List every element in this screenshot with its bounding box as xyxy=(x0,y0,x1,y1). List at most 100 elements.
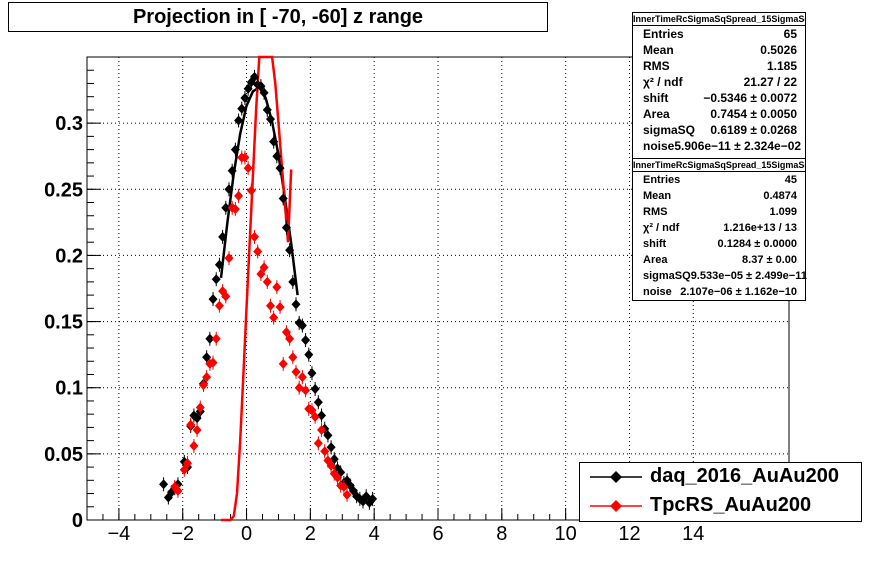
data-point xyxy=(291,299,301,310)
x-tick-label: 2 xyxy=(305,523,316,545)
y-tick-label: 0.25 xyxy=(44,179,83,201)
stats-value: 0.5026 xyxy=(760,43,797,57)
y-tick-label: 0.2 xyxy=(55,245,83,267)
data-point xyxy=(297,320,307,331)
data-point xyxy=(278,193,288,204)
data-point xyxy=(224,184,234,195)
data-point xyxy=(281,327,291,338)
stats-label: RMS xyxy=(643,206,668,218)
data-point xyxy=(307,405,317,416)
legend: daq_2016_AuAu200 TpcRS_AuAu200 xyxy=(579,462,862,522)
data-point xyxy=(339,481,349,492)
data-point xyxy=(281,222,291,233)
data-point xyxy=(323,430,333,441)
data-point xyxy=(234,115,244,126)
stats-row: Mean 0.5026 xyxy=(633,42,805,58)
stats-row: Entries 65 xyxy=(633,26,805,42)
stats-value: 0.1284 ± 0.0000 xyxy=(717,238,797,250)
stats-row: shift −0.5346 ± 0.0072 xyxy=(633,90,805,106)
data-point xyxy=(246,185,256,196)
data-point xyxy=(205,333,215,344)
y-tick-label: 0.05 xyxy=(44,444,83,466)
data-point xyxy=(313,397,323,408)
data-point xyxy=(221,291,231,302)
data-point xyxy=(253,246,263,257)
data-point xyxy=(342,489,352,500)
stats-label: sigmaSQ xyxy=(643,270,691,282)
x-tick-label: 6 xyxy=(432,523,443,545)
data-point xyxy=(208,357,218,368)
stats-row: RMS 1.099 xyxy=(633,204,805,220)
stats-row: χ² / ndf 1.216e+13 / 13 xyxy=(633,220,805,236)
data-point xyxy=(159,479,169,490)
legend-label-daq: daq_2016_AuAu200 xyxy=(650,465,839,487)
data-point xyxy=(368,493,378,504)
data-point xyxy=(259,262,269,273)
data-point xyxy=(224,253,234,264)
legend-label-tpcrs: TpcRS_AuAu200 xyxy=(650,494,812,516)
data-point xyxy=(297,372,307,383)
data-point xyxy=(262,104,272,115)
data-point xyxy=(317,410,327,421)
data-point xyxy=(250,231,260,242)
data-point xyxy=(240,93,250,104)
stats-row: Area 0.7454 ± 0.0050 xyxy=(633,106,805,122)
data-point xyxy=(202,352,212,363)
stats-value: 1.216e+13 / 13 xyxy=(723,222,797,234)
stats-label: χ² / ndf xyxy=(643,222,680,234)
y-tick-label: 0.1 xyxy=(55,378,83,400)
data-point xyxy=(179,464,189,475)
x-tick-label: 4 xyxy=(369,523,380,545)
data-point xyxy=(186,419,196,430)
y-tick-label: 0.3 xyxy=(55,113,83,135)
y-tick-label: 0.15 xyxy=(44,312,83,334)
data-point xyxy=(269,312,279,323)
data-point xyxy=(332,472,342,483)
data-point xyxy=(317,425,327,436)
data-point xyxy=(173,485,183,496)
stats-value: 21.27 / 22 xyxy=(743,75,797,89)
data-point xyxy=(208,294,218,305)
stats-label: Entries xyxy=(643,27,684,41)
axes: −4 −2 0 2 4 6 8 10 12 14 0 0.05 0.1 0.15 0.2 0.25 0.3 xyxy=(44,69,790,545)
data-point xyxy=(227,165,237,176)
data-point xyxy=(240,152,250,163)
stats-box-daq: InnerTimeRcSigmaSqSpread_15SigmaSqSpread… xyxy=(632,12,806,159)
data-point xyxy=(211,274,221,285)
data-point xyxy=(256,81,266,92)
data-point xyxy=(269,136,279,147)
data-point xyxy=(243,163,253,174)
x-tick-label: −4 xyxy=(108,523,131,545)
stats-value: 45 xyxy=(784,174,797,186)
data-point xyxy=(230,144,240,155)
stats-row: sigmaSQ 0.6189 ± 0.0268 xyxy=(633,122,805,138)
data-point xyxy=(310,384,320,395)
data-point xyxy=(218,231,228,242)
stats-row: RMS 1.185 xyxy=(633,58,805,74)
data-point xyxy=(307,368,317,379)
fit-curve xyxy=(219,85,299,296)
stats-label: noise xyxy=(643,139,675,153)
stats-row: χ² / ndf 21.27 / 22 xyxy=(633,74,805,90)
data-point xyxy=(250,71,260,82)
data-point xyxy=(275,163,285,174)
data-point xyxy=(189,440,199,451)
x-tick-label: 0 xyxy=(241,523,252,545)
chart-title: Projection in [ -70, -60] z range xyxy=(8,2,548,32)
stats-label: Area xyxy=(643,254,668,266)
data-point xyxy=(202,372,212,383)
stats-label: Area xyxy=(643,107,670,121)
data-point xyxy=(198,380,208,391)
data-point xyxy=(288,352,298,363)
data-point xyxy=(256,268,266,279)
stats-row: noise 2.107e−06 ± 1.162e−10 xyxy=(633,284,805,300)
x-tick-label: 12 xyxy=(618,523,640,545)
stats-label: shift xyxy=(643,91,669,105)
data-point xyxy=(285,333,295,344)
data-point xyxy=(313,438,323,449)
y-tick-label: 0 xyxy=(72,510,83,532)
data-point xyxy=(329,454,339,465)
stats-label: χ² / ndf xyxy=(643,75,683,89)
legend-entry-daq: daq_2016_AuAu200 xyxy=(580,463,861,492)
data-point xyxy=(214,300,224,311)
